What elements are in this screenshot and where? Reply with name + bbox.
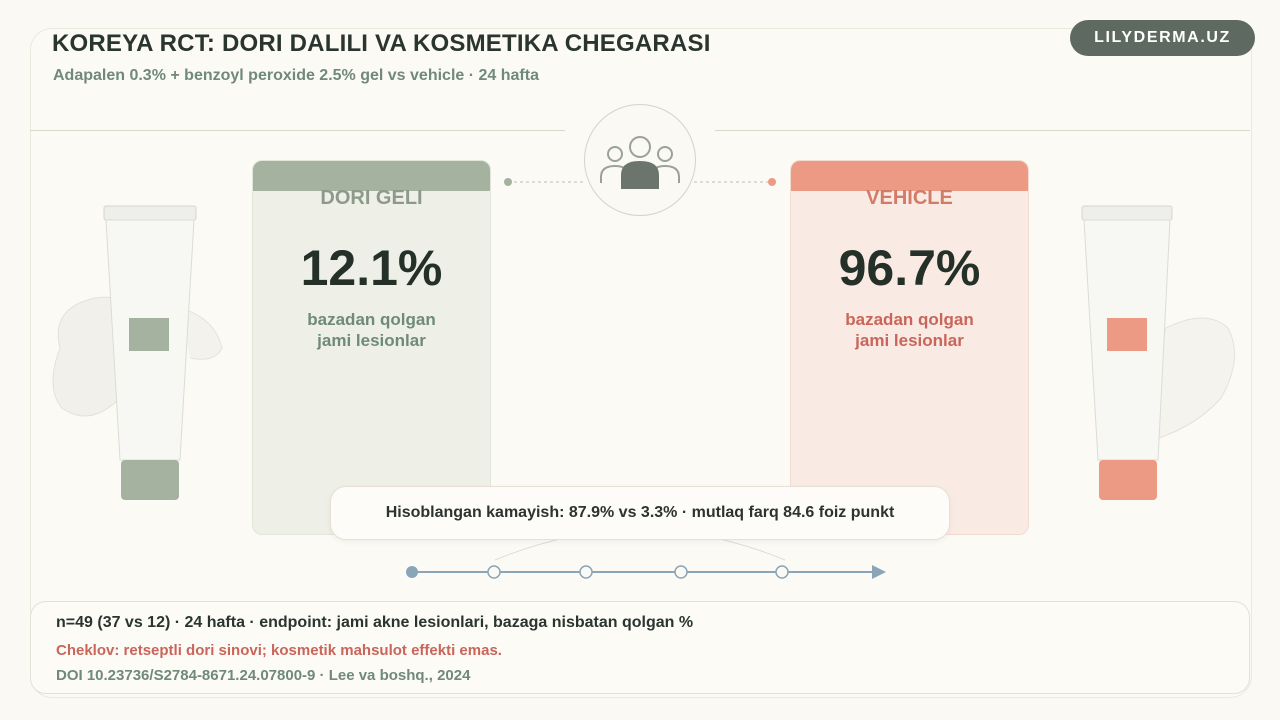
drug-card: DORI GELI 12.1% bazadan qolgan jami lesi… [252,160,491,535]
timeline-point [775,565,789,579]
vehicle-card: VEHICLE 96.7% bazadan qolgan jami lesion… [790,160,1029,535]
limitation-note: Cheklov: retseptli dori sinovi; kosmetik… [56,642,502,659]
study-details: n=49 (37 vs 12) · 24 hafta · endpoint: j… [56,614,694,631]
drug-desc-line1: bazadan qolgan [307,310,436,329]
doi-citation: DOI 10.23736/S2784-8671.24.07800-9 · Lee… [56,667,471,684]
summary-box: Hisoblangan kamayish: 87.9% vs 3.3% · mu… [330,486,950,540]
timeline-point [579,565,593,579]
page-title: KOREYA RCT: DORI DALILI VA KOSMETIKA CHE… [52,30,711,57]
timeline-point [406,566,418,578]
drug-card-header [253,161,490,191]
drug-card-value: 12.1% [300,240,443,296]
page-subtitle: Adapalen 0.3% + benzoyl peroxide 2.5% ge… [53,67,539,84]
vehicle-desc-line2: jami lesionlar [855,331,964,350]
footer-panel: n=49 (37 vs 12) · 24 hafta · endpoint: j… [30,601,1250,694]
people-group-icon [584,104,696,216]
drug-card-description: bazadan qolgan jami lesionlar [273,309,470,351]
divider-left [30,130,565,131]
timeline-point [674,565,688,579]
vehicle-card-value: 96.7% [838,240,981,296]
drug-desc-line2: jami lesionlar [317,331,426,350]
drug-tube-icon [52,205,223,500]
drug-card-label: DORI GELI [320,187,423,209]
vehicle-card-header [791,161,1028,191]
divider-right [715,130,1250,131]
arrow-right-icon [872,565,886,579]
vehicle-desc-line1: bazadan qolgan [845,310,974,329]
vehicle-tube-icon [1081,205,1236,500]
vehicle-card-label: VEHICLE [866,187,953,209]
brand-badge[interactable]: LILYDERMA.UZ [1070,20,1255,56]
vehicle-card-description: bazadan qolgan jami lesionlar [811,309,1008,351]
timeline-point [487,565,501,579]
